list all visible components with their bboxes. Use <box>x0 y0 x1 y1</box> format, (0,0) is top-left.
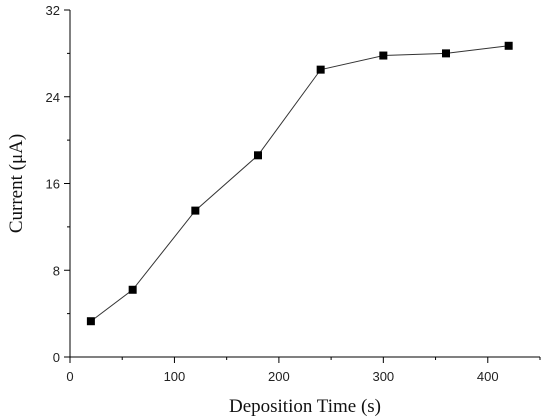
y-tick-label: 32 <box>46 3 60 18</box>
data-point-marker <box>442 49 450 58</box>
y-tick-label: 24 <box>46 90 60 105</box>
data-point-marker <box>379 51 388 60</box>
data-point-marker <box>191 206 200 215</box>
data-point-marker <box>254 151 262 160</box>
series-layer <box>86 41 513 326</box>
y-tick-label: 0 <box>53 350 60 365</box>
y-axis-title: Current (μA) <box>6 134 27 233</box>
x-tick-label: 400 <box>477 369 499 384</box>
y-tick-label: 8 <box>53 263 60 278</box>
y-ticks: 0 8 16 24 32 <box>46 3 70 365</box>
data-point-marker <box>504 41 513 50</box>
axes <box>69 10 540 358</box>
series-line <box>90 45 509 322</box>
x-axis-title: Deposition Time (s) <box>229 396 381 417</box>
data-point-marker <box>316 65 325 74</box>
x-tick-label: 0 <box>66 369 73 384</box>
x-ticks: 0 100 200 300 400 <box>66 357 541 384</box>
data-point-marker <box>128 285 137 294</box>
x-tick-label: 200 <box>268 369 290 384</box>
x-tick-label: 300 <box>372 369 394 384</box>
data-point-marker <box>86 317 95 326</box>
y-tick-label: 16 <box>46 177 60 192</box>
x-tick-label: 100 <box>164 369 186 384</box>
